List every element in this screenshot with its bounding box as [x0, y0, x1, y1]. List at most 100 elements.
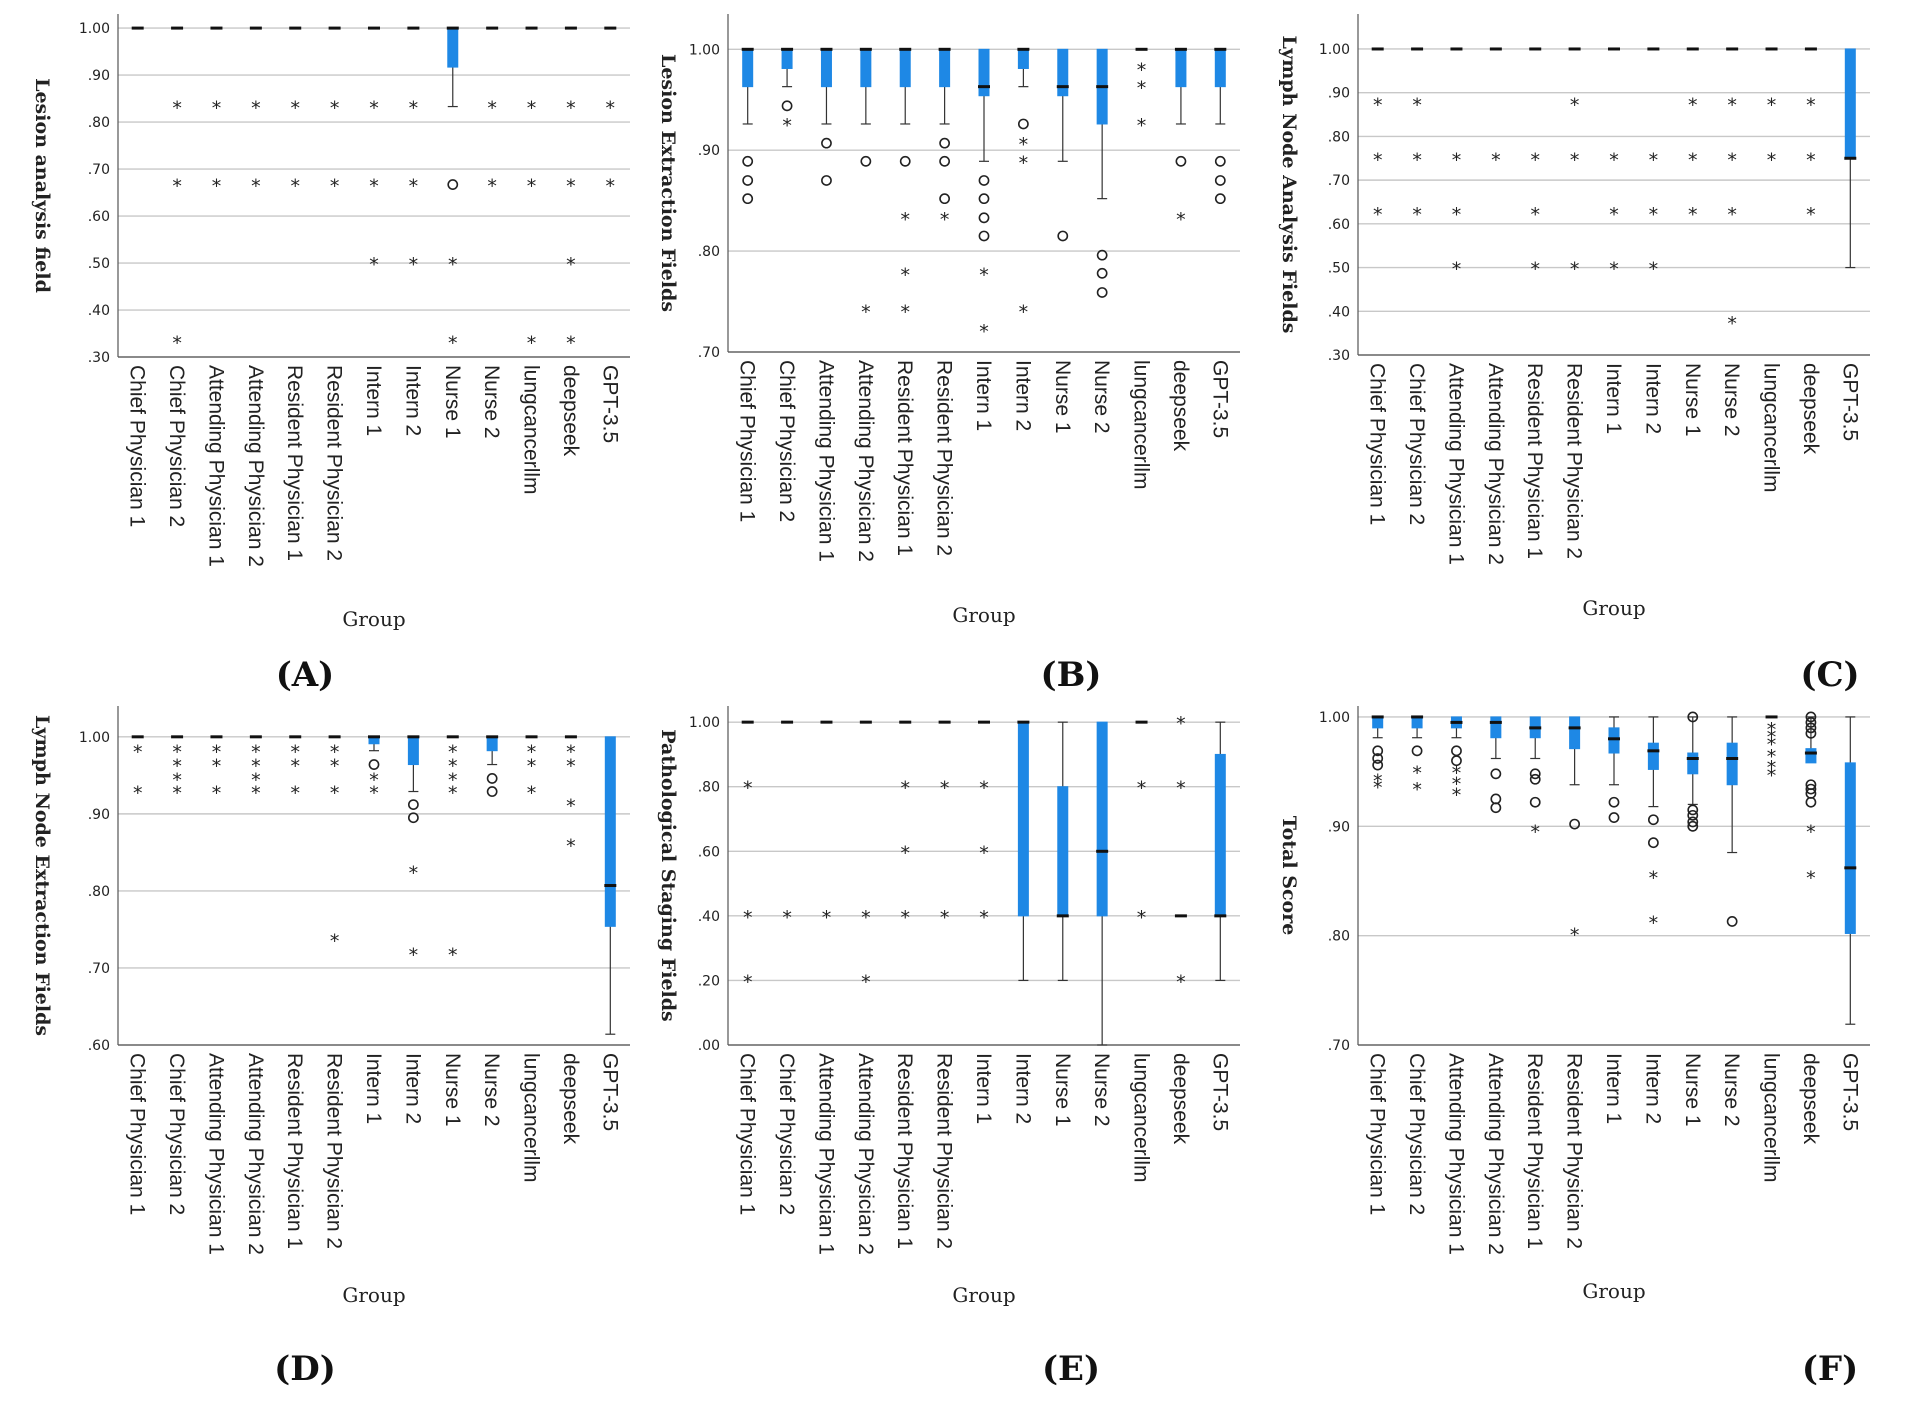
outlier-circle — [486, 773, 498, 784]
extreme-star: * — [1570, 149, 1580, 171]
x-category-label: Attending Physician 2 — [854, 360, 877, 562]
extreme-star: * — [979, 264, 989, 286]
box-iqr — [407, 736, 419, 766]
panel-letter: (F) — [1802, 1349, 1858, 1389]
box-iqr — [604, 736, 616, 927]
extreme-star: * — [1649, 868, 1659, 890]
box-group: * — [781, 47, 794, 137]
extreme-star: * — [1176, 971, 1186, 993]
box-group: ** — [131, 735, 144, 805]
y-tick-label: 1.00 — [79, 21, 110, 37]
extreme-star: * — [1412, 763, 1422, 785]
box-iqr — [1096, 721, 1108, 917]
outlier-circle — [1096, 287, 1108, 298]
extreme-star: * — [1767, 719, 1777, 741]
box-group: ** — [486, 26, 499, 198]
extreme-star: * — [1649, 149, 1659, 171]
outlier-circle — [1687, 816, 1699, 828]
extreme-star: * — [1530, 204, 1540, 226]
panel-letter: (A) — [276, 655, 335, 695]
extreme-star: * — [212, 742, 222, 764]
extreme-star: * — [1412, 95, 1422, 117]
y-axis-title: Lesion analysis field — [31, 78, 53, 293]
extreme-star: * — [1767, 727, 1777, 749]
outlier-circle — [1057, 230, 1069, 242]
extreme-star: * — [330, 756, 340, 778]
y-tick-label: 1.00 — [1319, 710, 1350, 726]
x-category-label: Intern 1 — [362, 1053, 385, 1124]
box-group: ** — [604, 26, 617, 198]
extreme-star: * — [290, 756, 300, 778]
box-group: *** — [1568, 47, 1581, 281]
extreme-star: * — [1806, 204, 1816, 226]
box-group: *** — [1647, 47, 1660, 281]
extreme-star: * — [330, 742, 340, 764]
box-group — [1096, 721, 1109, 1046]
outlier-circle — [1805, 717, 1817, 728]
extreme-star: * — [606, 176, 616, 198]
outlier-circle — [1687, 711, 1699, 723]
box-iqr — [978, 48, 990, 97]
box-iqr — [1372, 716, 1384, 729]
x-category-label: Attending Physician 1 — [814, 360, 837, 562]
box-group: ** — [368, 735, 380, 805]
box-group: ** — [210, 26, 223, 198]
extreme-star: * — [172, 176, 182, 198]
x-category-label: Attending Physician 2 — [1484, 363, 1507, 565]
outlier-circle — [1647, 837, 1659, 849]
extreme-star: * — [369, 98, 379, 120]
box-iqr — [486, 736, 498, 752]
y-tick-label: .90 — [1328, 819, 1350, 835]
extreme-star: * — [448, 254, 458, 276]
outlier-circle — [1687, 820, 1699, 832]
y-axis-title: Total Score — [1278, 816, 1300, 936]
outlier-circle — [1805, 796, 1817, 808]
box-group — [1056, 721, 1069, 982]
extreme-star: * — [1452, 204, 1462, 226]
x-axis-title: Group — [1582, 596, 1645, 620]
y-tick-label: .90 — [1328, 86, 1350, 102]
box-group: *** — [1371, 47, 1384, 226]
extreme-star: * — [566, 98, 576, 120]
x-category-label: Nurse 1 — [1681, 363, 1704, 437]
box-group: ** — [859, 720, 872, 993]
box-iqr — [447, 27, 459, 68]
outlier-circle — [1372, 745, 1384, 757]
x-category-label: Chief Physician 2 — [1405, 1053, 1428, 1215]
extreme-star: * — [212, 783, 222, 805]
x-category-label: Attending Physician 1 — [1444, 1053, 1467, 1255]
extreme-star: * — [1373, 95, 1383, 117]
box-group: *** — [1174, 713, 1187, 993]
extreme-star: * — [566, 332, 576, 354]
x-category-label: Resident Physician 1 — [283, 1053, 306, 1249]
chart-panel-6: .70 .80 .90 1.00 Total Score Chief Physician … — [1278, 706, 1870, 1389]
box-group: ** — [1135, 720, 1148, 929]
extreme-star: * — [1019, 152, 1029, 174]
x-category-label: Attending Physician 1 — [1444, 363, 1467, 565]
extreme-star: * — [1452, 259, 1462, 281]
x-category-label: Attending Physician 1 — [204, 1053, 227, 1255]
extreme-star: * — [409, 944, 419, 966]
extreme-star: * — [369, 783, 379, 805]
box-group: *** — [171, 26, 184, 354]
box-group: ** — [328, 26, 341, 198]
extreme-star: * — [251, 176, 261, 198]
x-category-label: Intern 1 — [362, 365, 385, 436]
extreme-star: * — [1609, 259, 1619, 281]
box-group — [1214, 47, 1227, 205]
x-category-label: Chief Physician 2 — [775, 360, 798, 522]
extreme-star: * — [1452, 149, 1462, 171]
extreme-star: * — [743, 971, 753, 993]
x-category-label: deepseek — [1799, 363, 1822, 455]
box-group: * * * * — [1726, 47, 1739, 335]
outlier-circle — [939, 137, 951, 149]
chart-panel-5: .00 .20 .40 .60 .80 1.00 Pathological Staging … — [657, 706, 1240, 1389]
box-iqr — [1017, 721, 1029, 917]
box-group: *** — [289, 735, 302, 805]
x-category-label: Nurse 1 — [441, 1053, 464, 1127]
x-axis-title: Group — [342, 1283, 405, 1307]
x-category-label: Chief Physician 1 — [1366, 1053, 1389, 1215]
outlier-circle — [1096, 267, 1108, 279]
extreme-star: * — [900, 842, 910, 864]
extreme-star: * — [1412, 779, 1422, 801]
